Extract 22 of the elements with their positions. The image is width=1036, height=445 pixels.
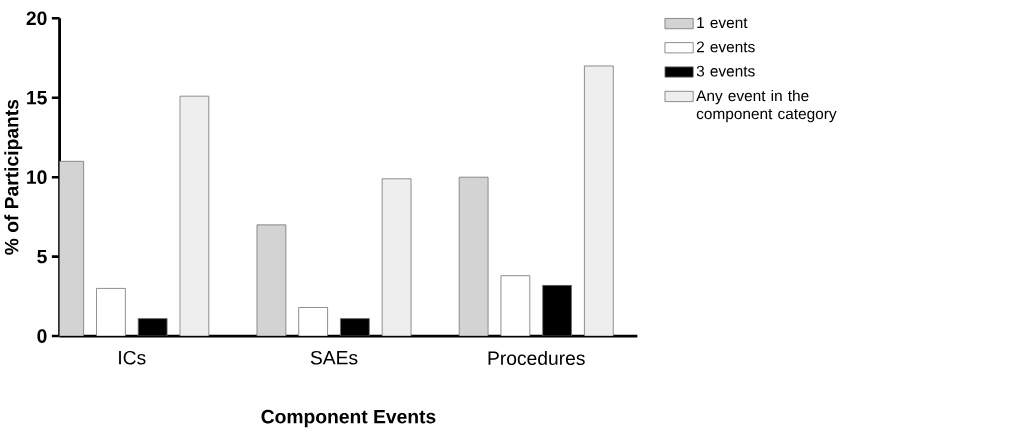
legend-label: 2 events: [696, 41, 755, 53]
bar: [96, 288, 126, 337]
y-tick-label: 15: [27, 91, 47, 105]
legend-label: 1 event: [697, 17, 748, 29]
bar: [584, 65, 614, 337]
bar: [298, 307, 328, 337]
x-tick-label: Procedures: [488, 350, 585, 366]
y-tick-label: 5: [37, 249, 47, 264]
legend-label: Any event in the component category: [696, 89, 837, 123]
bar: [381, 178, 412, 337]
x-tick-label: ICs: [119, 350, 146, 365]
bar: [179, 95, 210, 337]
x-axis-title: Component Events: [261, 409, 436, 428]
y-axis-title: % of Participants: [4, 99, 23, 255]
bar: [256, 224, 287, 337]
bar: [458, 176, 489, 337]
legend-label: 3 events: [696, 65, 755, 77]
x-tick-label: SAEs: [310, 350, 358, 365]
y-tick-label: 0: [37, 329, 47, 343]
y-tick-label: 20: [26, 11, 47, 26]
y-tick-label: 10: [27, 170, 47, 185]
bar: [500, 275, 531, 337]
